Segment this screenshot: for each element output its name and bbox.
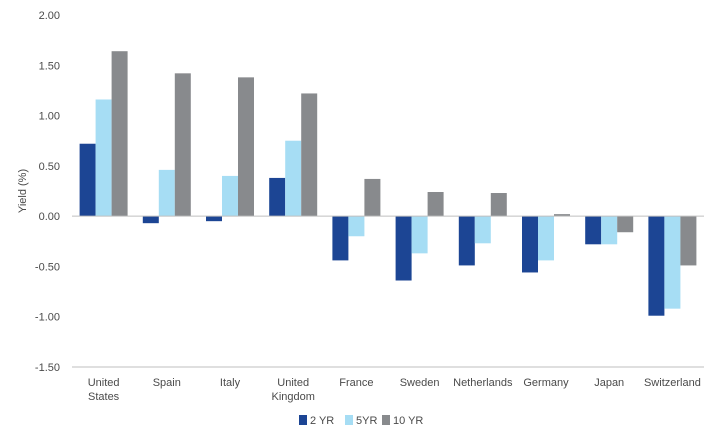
bar-10yr [490,193,507,217]
bar-10yr [301,93,318,217]
bar-2yr [522,216,538,273]
bar-10yr [680,216,697,266]
bar-2yr [79,143,96,217]
y-tick-label: 0.00 [39,211,60,223]
bar-5yr [411,216,428,254]
y-axis: 2.00 1.50 1.00 0.50 0.00 -0.50 -1.00 -1.50 [35,10,60,374]
y-axis-label: Yield (%) [17,169,29,213]
legend-label: 5YR [356,415,377,427]
bar-10yr [617,216,634,233]
bar-5yr [222,175,238,217]
y-tick-label: -1.50 [35,362,60,374]
bar-5yr [664,216,681,309]
legend-swatch [382,415,390,425]
bar-2yr [269,177,286,217]
bar-10yr [111,51,128,217]
category-label: Spain [153,377,181,389]
category-label: Sweden [400,377,440,389]
bars [79,51,697,316]
legend: 2 YR 5YR 10 YR [299,415,423,427]
category-label: Netherlands [453,377,513,389]
bar-2yr [206,216,222,222]
category-label: Germany [523,377,569,389]
bar-2yr [648,216,665,316]
bar-10yr [427,192,444,217]
category-label: United States [88,377,120,403]
category-label: Japan [594,377,624,389]
category-label: France [339,377,373,389]
bar-5yr [285,140,302,217]
category-label: Italy [220,377,241,389]
legend-swatch [345,415,353,425]
bar-10yr [554,214,570,217]
bar-2yr [458,216,475,266]
bar-10yr [238,77,254,217]
y-tick-label: -1.00 [35,312,60,324]
y-tick-label: 1.50 [39,60,60,72]
category-label: United Kingdom [271,377,314,403]
legend-label: 10 YR [393,415,423,427]
legend-swatch [299,415,307,425]
bar-2yr [395,216,412,281]
bar-5yr [538,216,554,261]
bar-5yr [601,216,618,245]
legend-label: 2 YR [310,415,334,427]
bar-5yr [348,216,365,237]
y-tick-label: 2.00 [39,10,60,22]
bar-2yr [332,216,349,261]
y-tick-label: 0.50 [39,161,60,173]
bar-2yr [585,216,602,245]
y-tick-label: -0.50 [35,261,60,273]
category-label: Switzerland [644,377,701,389]
bar-5yr [158,169,175,217]
bar-10yr [364,178,381,217]
x-axis: United States Spain Italy United Kingdom Franc… [72,366,704,403]
y-tick-label: 1.00 [39,111,60,123]
bar-2yr [142,216,159,224]
bar-5yr [95,99,112,217]
bar-5yr [474,216,491,244]
bar-10yr [174,73,191,217]
